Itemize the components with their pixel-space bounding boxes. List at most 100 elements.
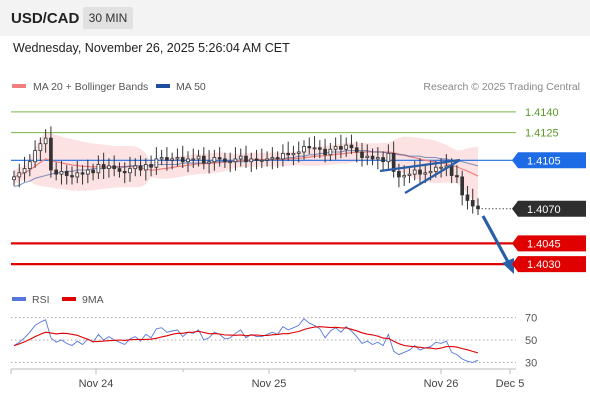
candle bbox=[328, 143, 333, 161]
candle bbox=[249, 152, 254, 173]
candle bbox=[418, 158, 422, 185]
candle bbox=[17, 163, 22, 188]
candle bbox=[149, 155, 153, 177]
candle bbox=[27, 154, 32, 177]
candle bbox=[186, 151, 190, 173]
rsi-level-label: 50 bbox=[525, 335, 537, 347]
x-tick-label: Dec 5 bbox=[496, 378, 525, 390]
rsi-level-label: 70 bbox=[525, 313, 537, 325]
candle bbox=[455, 165, 459, 184]
rsi-legend-swatch bbox=[12, 297, 26, 301]
candle bbox=[196, 149, 201, 167]
candle bbox=[80, 165, 85, 185]
candlesticks bbox=[12, 126, 480, 215]
candle bbox=[354, 141, 359, 163]
candle bbox=[122, 162, 127, 184]
candle bbox=[207, 149, 211, 174]
candle bbox=[133, 158, 138, 177]
candle bbox=[223, 152, 227, 168]
ma20-legend-swatch bbox=[12, 84, 26, 88]
candle bbox=[107, 158, 111, 178]
candle bbox=[296, 141, 301, 163]
candle bbox=[407, 167, 412, 184]
candle bbox=[238, 148, 243, 167]
candle bbox=[360, 143, 364, 167]
support-label: 1.4045 bbox=[527, 238, 561, 250]
resistance-label: 1.4140 bbox=[525, 107, 559, 119]
x-tick-label: Nov 25 bbox=[252, 378, 287, 390]
candle bbox=[259, 148, 264, 168]
candle bbox=[465, 185, 470, 210]
candle bbox=[96, 155, 101, 179]
candle bbox=[54, 162, 59, 181]
candle bbox=[439, 158, 443, 178]
candle bbox=[175, 148, 180, 167]
candle bbox=[143, 158, 148, 181]
candle bbox=[165, 147, 169, 171]
symbol-title: USD/CAD bbox=[11, 10, 80, 27]
candle bbox=[180, 145, 185, 168]
candle bbox=[281, 144, 285, 167]
candle bbox=[370, 148, 375, 166]
candle bbox=[117, 162, 122, 178]
candle bbox=[302, 140, 306, 160]
candle bbox=[217, 147, 222, 167]
x-axis: Nov 24 Nov 25 Nov 26 Dec 5 bbox=[10, 369, 525, 390]
candle bbox=[191, 148, 196, 168]
ma9-legend-label: 9MA bbox=[82, 294, 104, 306]
rsi-legend-label: RSI bbox=[32, 294, 50, 306]
candle bbox=[128, 156, 132, 182]
candle bbox=[375, 147, 380, 170]
candle bbox=[75, 161, 80, 184]
candle bbox=[270, 147, 275, 170]
candle bbox=[12, 170, 16, 186]
x-tick-label: Nov 26 bbox=[424, 378, 459, 390]
candle bbox=[333, 137, 338, 160]
candle bbox=[317, 140, 322, 159]
candle bbox=[91, 163, 95, 181]
candle bbox=[38, 137, 43, 161]
candle bbox=[412, 161, 417, 181]
support-label: 1.4030 bbox=[527, 259, 561, 271]
candle bbox=[391, 141, 396, 178]
candle bbox=[233, 147, 238, 171]
candle bbox=[275, 151, 280, 168]
candle bbox=[159, 149, 164, 166]
candle bbox=[265, 151, 269, 167]
candle bbox=[154, 147, 159, 175]
candle bbox=[381, 151, 385, 171]
ma50-legend-swatch bbox=[156, 84, 170, 88]
rsi-pane: 70 50 30 bbox=[11, 313, 537, 369]
candle bbox=[64, 165, 69, 185]
price-levels bbox=[11, 111, 516, 266]
triangle-pattern bbox=[379, 158, 461, 194]
bollinger-band-fill bbox=[14, 131, 478, 206]
timestamp: Wednesday, November 26, 2025 5:26:04 AM … bbox=[13, 41, 290, 55]
candle bbox=[101, 152, 106, 179]
ma50-legend-label: MA 50 bbox=[176, 81, 206, 93]
credit-text: Research © 2025 Trading Central bbox=[423, 81, 580, 93]
candle bbox=[212, 149, 217, 171]
pivot-label: 1.4105 bbox=[527, 155, 561, 167]
ma20-legend-label: MA 20 + Bollinger Bands bbox=[33, 81, 148, 93]
candle bbox=[112, 155, 117, 177]
candle bbox=[43, 129, 48, 153]
candle bbox=[59, 161, 64, 185]
bollinger-bands bbox=[14, 131, 478, 206]
chart-header: USD/CAD 30 MIN bbox=[0, 0, 590, 36]
candle bbox=[286, 141, 291, 161]
ma9-legend-swatch bbox=[62, 297, 76, 301]
price-level-labels: 1.4140 1.4125 1.4105 1.4070 1.4045 1.4030 bbox=[512, 107, 586, 273]
candle bbox=[470, 188, 475, 214]
candle bbox=[365, 144, 370, 166]
projection-arrow bbox=[481, 215, 514, 274]
candle bbox=[138, 155, 143, 177]
last-price-label-box bbox=[512, 200, 586, 217]
candle bbox=[22, 156, 27, 182]
candle bbox=[70, 166, 74, 185]
candle bbox=[386, 144, 391, 170]
support-label-box bbox=[512, 256, 586, 273]
timeframe-badge[interactable]: 30 MIN bbox=[83, 7, 133, 29]
candle bbox=[312, 136, 317, 159]
